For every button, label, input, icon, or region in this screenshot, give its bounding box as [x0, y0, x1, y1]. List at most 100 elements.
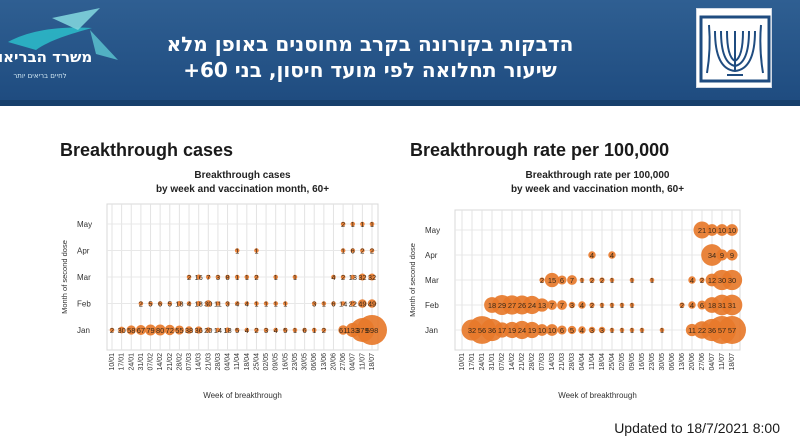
- bubble-value-label: 7: [550, 301, 554, 310]
- bubble-value-label: 4: [235, 300, 239, 309]
- x-tick-label: 04/04: [579, 353, 586, 371]
- bubble-mark: [536, 324, 548, 336]
- bubble-mark: [254, 301, 259, 306]
- x-tick-label: 20/06: [689, 353, 696, 371]
- bubble-value-label: 1: [351, 220, 355, 229]
- bubble-mark: [196, 300, 202, 307]
- ministry-of-health-logo: משרד הבריאות לחיים בריאים יותר: [0, 8, 118, 80]
- bubble-value-label: 67: [137, 326, 145, 335]
- x-tick-label: 14/02: [509, 353, 516, 371]
- bubble-value-label: 32: [358, 273, 366, 282]
- bubble-mark: [588, 326, 596, 334]
- bubble-value-label: 4: [580, 301, 584, 310]
- x-tick-label: 24/01: [128, 353, 135, 371]
- bubble-mark: [350, 274, 356, 280]
- x-tick-label: 02/05: [619, 353, 626, 371]
- cases-section-title: Breakthrough cases: [60, 140, 234, 160]
- bubble-value-label: 49: [358, 300, 366, 309]
- bubble-mark: [157, 301, 163, 306]
- bubble-value-label: 13: [349, 273, 357, 282]
- bubble-value-label: 17: [498, 326, 506, 335]
- bubble-mark: [369, 221, 375, 227]
- bubble-mark: [254, 327, 259, 333]
- bubble-value-label: 18: [708, 301, 716, 310]
- logo-swoosh-icon: [8, 27, 92, 50]
- logo-tagline-text: לחיים בריאים יותר: [13, 72, 66, 80]
- bubble-value-label: 56: [478, 326, 486, 335]
- x-tick-label: 30/05: [302, 353, 309, 371]
- bubble-mark: [522, 295, 542, 315]
- bubble-value-label: 3: [225, 300, 229, 309]
- bubble-value-label: 3: [570, 301, 574, 310]
- bubble-mark: [244, 301, 250, 306]
- bubble-value-label: 1: [293, 273, 297, 282]
- bubble-mark: [688, 276, 696, 284]
- bubble-value-label: 4: [580, 326, 584, 335]
- bubble-mark: [244, 274, 250, 280]
- x-tick-label: 30/05: [659, 353, 666, 371]
- bubble-mark: [619, 302, 625, 308]
- bubble-value-label: 1: [600, 301, 604, 310]
- bubble-mark: [254, 248, 259, 253]
- bubble-value-label: 3: [216, 273, 220, 282]
- x-tick-label: 28/02: [529, 353, 536, 371]
- bubble-value-label: 3: [264, 326, 268, 335]
- bubble-mark: [608, 251, 616, 259]
- chart-subtitle: by week and vaccination month, 60+: [511, 184, 684, 195]
- chart-title: Breakthrough cases: [194, 170, 291, 181]
- bubble-mark: [292, 274, 298, 280]
- bubble-mark: [567, 275, 577, 285]
- bubble-mark: [234, 327, 240, 333]
- bubble-mark: [546, 324, 558, 336]
- bubble-mark: [283, 301, 288, 306]
- bubble-value-label: 1: [610, 276, 614, 285]
- bubble-value-label: 80: [156, 326, 164, 335]
- bubble-mark: [321, 301, 327, 306]
- y-axis-label: Month of second dose: [60, 240, 69, 314]
- x-tick-label: 21/02: [519, 353, 526, 371]
- bubble-value-label: 6: [351, 247, 355, 256]
- bubble-mark: [718, 316, 746, 344]
- bubble-mark: [619, 327, 625, 333]
- bubble-mark: [204, 300, 212, 307]
- bubble-mark: [224, 327, 231, 333]
- bubble-value-label: 27: [508, 301, 516, 310]
- bubble-mark: [292, 327, 298, 333]
- bubble-mark: [693, 221, 711, 239]
- bubble-value-label: 15: [548, 276, 556, 285]
- bubble-value-label: 36: [708, 326, 716, 335]
- bubble-value-label: 1: [245, 273, 249, 282]
- bubble-value-label: 34: [708, 251, 716, 260]
- bubble-value-label: 4: [245, 300, 249, 309]
- bubble-mark: [138, 301, 144, 306]
- bubble-value-label: 1: [293, 326, 297, 335]
- bubble-mark: [598, 326, 606, 334]
- y-tick-label: May: [425, 226, 440, 235]
- bubble-value-label: 7: [570, 276, 574, 285]
- x-tick-label: 11/04: [234, 353, 241, 370]
- bubble-mark: [639, 327, 645, 333]
- bubble-value-label: 1: [610, 326, 614, 335]
- y-tick-label: Jan: [425, 326, 438, 335]
- bubble-value-label: 12: [708, 276, 716, 285]
- bubble-value-label: 36: [194, 326, 202, 335]
- rate-section-title: Breakthrough rate per 100,000: [410, 140, 670, 160]
- bubble-mark: [557, 300, 567, 310]
- bubble-mark: [194, 326, 203, 334]
- x-tick-label: 04/04: [225, 353, 232, 371]
- bubble-mark: [186, 301, 192, 306]
- bubble-value-label: 2: [322, 326, 326, 335]
- bubble-value-label: 3: [312, 300, 316, 309]
- bubble-value-label: 1: [650, 276, 654, 285]
- bubble-mark: [254, 274, 259, 280]
- bubble-value-label: 8: [225, 273, 229, 282]
- bubble-mark: [273, 327, 279, 333]
- bubble-value-label: 1: [630, 276, 634, 285]
- bubble-mark: [311, 301, 317, 306]
- bubble-value-label: 3: [590, 326, 594, 335]
- bubble-mark: [726, 224, 738, 236]
- bubble-mark: [215, 301, 221, 306]
- updated-timestamp: Updated to 18/7/2021 8:00: [614, 420, 780, 436]
- bubble-mark: [349, 300, 356, 307]
- x-tick-label: 04/07: [709, 353, 716, 371]
